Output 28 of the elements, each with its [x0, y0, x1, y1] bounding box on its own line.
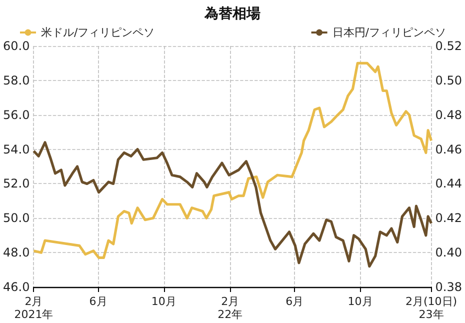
- y2-tick-label: 0.50: [435, 73, 462, 88]
- x-tick-label: 2月(10日) 23年: [405, 295, 458, 321]
- y2-tick-label: 0.38: [435, 280, 462, 294]
- y-tick-label: 54.0: [3, 142, 30, 156]
- y2-tick-label: 0.42: [435, 211, 462, 226]
- y2-tick-label: 0.44: [435, 176, 462, 191]
- y2-tick-label: 0.48: [435, 108, 462, 122]
- x-tick-label: 6月: [89, 295, 108, 308]
- chart-title: 為替相場: [204, 6, 260, 22]
- y-tick-label: 50.0: [3, 211, 30, 226]
- line-series: [32, 141, 433, 268]
- legend-label: 日本円/フィリピンペソ: [332, 26, 446, 39]
- x-tick-label: 10月: [348, 295, 373, 308]
- y-tick-label: 60.0: [3, 39, 30, 53]
- legend-label: 米ドル/フィリピンペソ: [41, 26, 155, 39]
- x-tick-label: 10月: [151, 295, 176, 308]
- x-tick-label: 2月 22年: [218, 295, 243, 321]
- y-tick-label: 46.0: [3, 280, 30, 294]
- y2-tick-label: 0.46: [435, 142, 462, 156]
- y-tick-label: 58.0: [3, 73, 30, 88]
- line-series: [32, 62, 433, 260]
- y-tick-label: 56.0: [3, 108, 30, 122]
- x-tick-label: 6月: [286, 295, 304, 308]
- y-tick-label: 52.0: [3, 176, 30, 191]
- y2-tick-label: 0.40: [435, 246, 462, 260]
- x-tick-label: 2月 2021年: [14, 295, 54, 321]
- y-tick-label: 48.0: [3, 246, 30, 260]
- y2-tick-label: 0.52: [435, 39, 462, 53]
